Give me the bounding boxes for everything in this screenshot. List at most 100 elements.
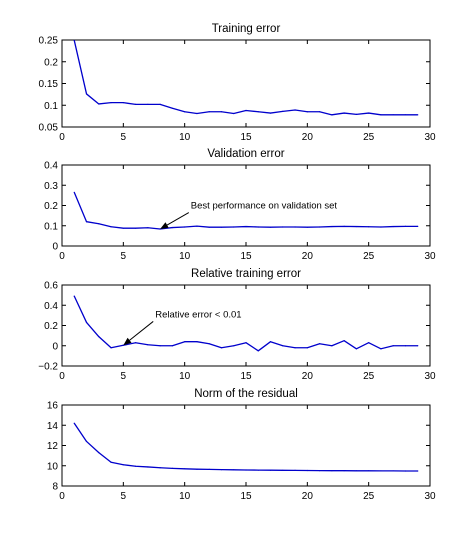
data-point: [282, 226, 284, 228]
data-point: [417, 114, 419, 116]
data-point: [245, 469, 247, 471]
y-tick-label: 16: [47, 401, 59, 412]
data-point: [257, 111, 259, 113]
annotation-arrow: [129, 321, 154, 341]
data-point: [343, 470, 345, 472]
data-point: [233, 112, 235, 115]
data-point: [380, 348, 382, 350]
data-point: [85, 93, 88, 95]
data-point: [159, 467, 161, 469]
data-point: [184, 111, 186, 113]
data-point: [380, 226, 382, 228]
x-tick-label: 15: [240, 371, 252, 382]
data-point: [171, 107, 173, 109]
data-point: [294, 226, 296, 228]
data-point: [257, 350, 259, 352]
data-point: [85, 221, 88, 223]
data-point: [122, 102, 124, 104]
data-point: [147, 466, 149, 468]
data-point: [147, 227, 149, 229]
data-point: [73, 191, 75, 193]
data-point: [269, 112, 272, 114]
x-tick-label: 20: [302, 371, 314, 382]
x-tick-label: 30: [424, 132, 436, 143]
data-point: [368, 226, 370, 228]
data-point: [331, 114, 333, 116]
annotation-arrowhead: [160, 222, 169, 229]
data-point: [404, 225, 407, 227]
x-tick-label: 10: [179, 132, 191, 143]
data-point: [417, 470, 419, 472]
axes-frame: [61, 404, 431, 487]
chart-4: Norm of the residual 0 5 10 15 20 25 30 8 10 12 14 1…: [47, 388, 436, 502]
x-tick-label: 25: [363, 371, 375, 382]
data-point: [73, 295, 75, 297]
y-tick-label: 0.1: [44, 221, 58, 232]
data-point: [135, 103, 137, 105]
data-point: [208, 226, 210, 228]
data-point: [171, 226, 173, 229]
y-tick-label: 0.2: [44, 201, 58, 212]
x-tick-label: 20: [302, 132, 314, 143]
x-tick-label: 25: [363, 491, 375, 502]
chart-2: Validation error 0 5 10 15 20 25 30 0 0.1 0.2 0.3 0.…: [44, 148, 436, 262]
annotation-label: Relative error < 0.01: [155, 309, 241, 320]
data-point: [220, 111, 223, 113]
chart-title: Training error: [212, 23, 281, 35]
x-tick-label: 10: [179, 371, 191, 382]
y-tick-label: 0.3: [44, 181, 58, 192]
x-tick-label: 5: [121, 371, 127, 382]
data-point: [233, 469, 235, 471]
data-point: [98, 336, 100, 338]
data-point: [171, 467, 173, 469]
data-point: [392, 114, 394, 116]
y-tick-label: 0: [52, 341, 58, 352]
data-point: [294, 109, 296, 111]
data-point: [184, 468, 186, 470]
chart-title: Relative training error: [191, 268, 301, 280]
data-point: [110, 347, 112, 349]
data-point: [159, 103, 161, 105]
data-point: [208, 111, 210, 113]
data-point: [257, 469, 259, 471]
data-point: [343, 340, 345, 342]
data-point: [355, 225, 357, 228]
y-tick-label: 0.2: [44, 57, 58, 68]
data-point: [355, 348, 357, 350]
data-point: [208, 343, 210, 345]
y-tick-label: 0.1: [44, 101, 58, 112]
x-tick-label: 15: [240, 132, 252, 143]
data-point: [220, 226, 223, 228]
data-point: [135, 465, 137, 467]
y-tick-label: 0.4: [44, 301, 58, 312]
x-tick-label: 15: [240, 491, 252, 502]
data-point: [196, 225, 198, 227]
data-point: [208, 468, 210, 470]
data-point: [417, 345, 419, 347]
data-point: [98, 451, 100, 454]
data-point: [98, 103, 100, 105]
data-point: [85, 321, 88, 324]
data-point: [110, 102, 112, 104]
data-point: [98, 223, 100, 225]
data-point: [245, 342, 247, 344]
data-point: [269, 226, 272, 228]
data-point: [355, 113, 357, 115]
y-tick-label: 0: [52, 242, 58, 253]
data-point: [343, 112, 345, 114]
data-point: [392, 470, 394, 472]
y-tick-label: 14: [47, 421, 59, 432]
x-tick-label: 10: [179, 251, 191, 262]
data-point: [269, 341, 272, 343]
data-point: [171, 345, 173, 347]
data-point: [269, 469, 272, 471]
data-point: [196, 468, 198, 470]
data-point: [368, 112, 370, 114]
chart-title: Norm of the residual: [194, 388, 298, 400]
x-tick-label: 20: [302, 491, 314, 502]
data-point: [306, 226, 308, 228]
data-point: [404, 470, 407, 472]
x-tick-label: 0: [59, 491, 65, 502]
y-tick-label: 12: [47, 441, 59, 452]
